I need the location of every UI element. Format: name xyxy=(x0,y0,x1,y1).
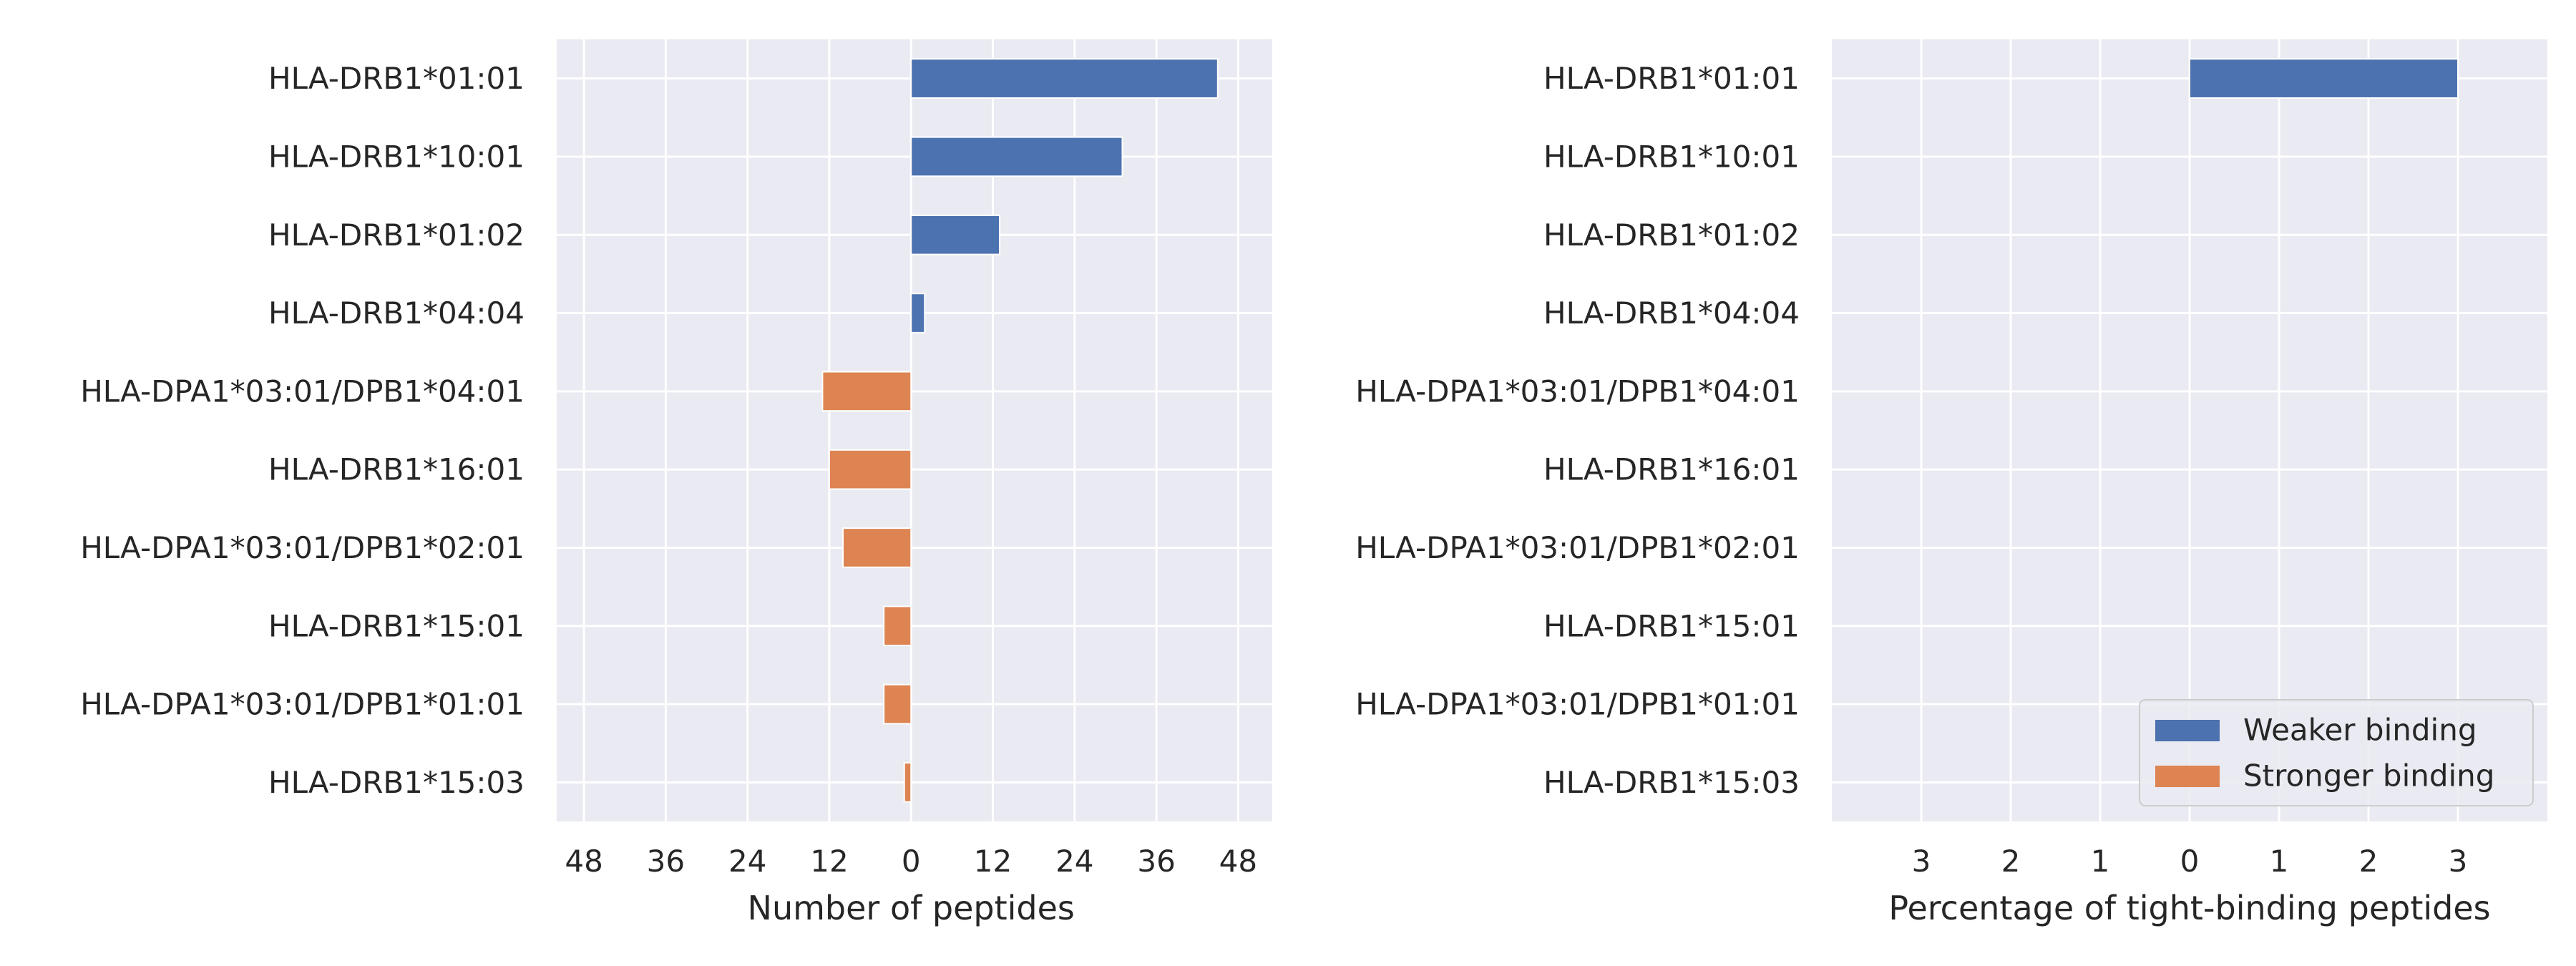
x-axis-label: Percentage of tight-binding peptides xyxy=(1888,889,2490,927)
legend-box xyxy=(2139,699,2534,806)
x-tick-label: 12 xyxy=(974,844,1012,879)
y-tick-label: HLA-DRB1*15:01 xyxy=(1543,608,1800,643)
x-tick-label: 12 xyxy=(810,844,848,879)
y-tick-label: HLA-DPA1*03:01/DPB1*01:01 xyxy=(80,687,525,722)
y-tick-label: HLA-DRB1*01:01 xyxy=(1543,61,1800,96)
chart-panel-1: HLA-DRB1*01:01 HLA-DRB1*10:01 HLA-DRB1*01:… xyxy=(80,39,1272,927)
bar-stronger-7 xyxy=(842,527,912,568)
y-tick-label: HLA-DRB1*15:01 xyxy=(268,608,525,643)
y-tick-label: HLA-DPA1*03:01/DPB1*02:01 xyxy=(80,530,525,565)
y-tick-label: HLA-DRB1*01:02 xyxy=(1543,218,1800,253)
y-tick-label: HLA-DRB1*15:03 xyxy=(1543,765,1800,800)
bar-stronger-9 xyxy=(883,683,912,725)
y-tick-label: HLA-DRB1*04:04 xyxy=(1543,296,1800,331)
bar-weaker-2 xyxy=(910,136,1123,177)
y-tick-label: HLA-DRB1*16:01 xyxy=(1543,452,1800,487)
bar-weaker-1 xyxy=(910,58,1219,99)
bar-stronger-6 xyxy=(828,449,912,490)
y-tick-label: HLA-DRB1*16:01 xyxy=(268,452,525,487)
legend: Weaker binding Stronger binding xyxy=(2139,699,2534,806)
y-tick-label: HLA-DRB1*15:03 xyxy=(268,765,525,800)
legend-label-stronger: Stronger binding xyxy=(2243,758,2494,794)
bar-weaker-1 xyxy=(2189,58,2459,99)
y-tick-label: HLA-DRB1*01:02 xyxy=(268,218,525,253)
x-tick-label: 0 xyxy=(902,844,921,879)
bar-weaker-3 xyxy=(910,214,1001,255)
y-tick-label: HLA-DPA1*03:01/DPB1*04:01 xyxy=(80,374,525,409)
bar-stronger-8 xyxy=(883,605,912,647)
y-tick-label: HLA-DPA1*03:01/DPB1*04:01 xyxy=(1355,374,1800,409)
x-tick-label: 1 xyxy=(2091,844,2110,879)
x-tick-label: 36 xyxy=(647,844,685,879)
x-tick-label: 48 xyxy=(1219,844,1257,879)
chart-panel-2: HLA-DRB1*01:01 HLA-DRB1*10:01 HLA-DRB1*01:… xyxy=(1355,39,2547,927)
y-tick-label: HLA-DRB1*01:01 xyxy=(268,61,525,96)
x-tick-label: 3 xyxy=(1912,844,1931,879)
x-tick-label: 48 xyxy=(565,844,602,879)
x-tick-label: 1 xyxy=(2270,844,2289,879)
x-axis-label: Number of peptides xyxy=(748,889,1075,927)
x-tick-label: 2 xyxy=(2001,844,2021,879)
x-tick-label: 36 xyxy=(1137,844,1175,879)
bar-stronger-5 xyxy=(821,371,912,412)
legend-swatch-stronger xyxy=(2155,766,2220,787)
legend-swatch-weaker xyxy=(2155,720,2220,741)
y-tick-label: HLA-DRB1*10:01 xyxy=(268,139,525,174)
x-tick-label: 24 xyxy=(728,844,766,879)
x-tick-label: 2 xyxy=(2359,844,2379,879)
x-tick-label: 0 xyxy=(2180,844,2200,879)
y-tick-label: HLA-DRB1*04:04 xyxy=(268,296,525,331)
y-tick-label: HLA-DRB1*10:01 xyxy=(1543,139,1800,174)
y-tick-label: HLA-DPA1*03:01/DPB1*02:01 xyxy=(1355,530,1800,565)
legend-label-weaker: Weaker binding xyxy=(2243,713,2477,748)
x-tick-label: 3 xyxy=(2449,844,2468,879)
bar-weaker-4 xyxy=(910,293,926,333)
x-tick-label: 24 xyxy=(1055,844,1093,879)
y-tick-label: HLA-DPA1*03:01/DPB1*01:01 xyxy=(1355,687,1800,722)
bar-stronger-10 xyxy=(903,762,912,803)
